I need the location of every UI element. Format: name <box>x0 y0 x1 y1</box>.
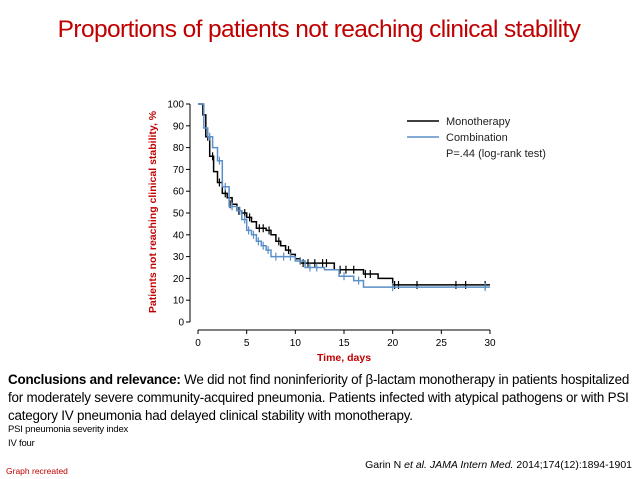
y-tick-label: 70 <box>173 165 185 176</box>
conclusion-text: We did not find noninferiority of β-lact… <box>8 372 630 423</box>
chart-series <box>198 103 490 292</box>
chart-axes: 0 5 10 15 20 25 30 0 10 20 30 40 50 60 70 80 90 100 <box>167 100 496 350</box>
kaplan-meier-chart: 0 5 10 15 20 25 30 0 10 20 30 40 50 60 70 80 90 100 Monot… <box>147 100 546 365</box>
x-tick-label: 15 <box>338 338 350 349</box>
y-tick-label: 10 <box>173 296 185 307</box>
citation-authors: Garin N <box>365 459 405 471</box>
slide-title: Proportions of patients not reaching cli… <box>57 16 581 43</box>
x-tick-label: 10 <box>290 338 302 349</box>
x-tick-label: 20 <box>387 338 399 349</box>
conclusion-paragraph: Conclusions and relevance: We did not fi… <box>8 371 636 425</box>
x-tick-label: 0 <box>195 338 201 349</box>
y-tick-label: 80 <box>173 143 185 154</box>
x-axis-label: Time, days <box>317 352 371 364</box>
y-tick-label: 30 <box>173 252 185 263</box>
y-tick-label: 20 <box>173 274 185 285</box>
legend-annotation-pvalue: P=.44 (log-rank test) <box>446 148 546 160</box>
citation-journal: et al. JAMA Intern Med. <box>404 459 514 471</box>
y-tick-label: 60 <box>173 187 185 198</box>
y-tick-label: 40 <box>173 230 185 241</box>
footnote-iv: IV four <box>8 438 35 449</box>
y-tick-label: 100 <box>167 100 184 111</box>
legend-label-monotherapy: Monotherapy <box>446 116 511 128</box>
chart-legend: Monotherapy Combination P=.44 (log-rank … <box>407 116 546 160</box>
y-tick-label: 90 <box>173 121 185 132</box>
footnote-psi: PSI pneumonia severity index <box>8 424 129 435</box>
legend-label-combination: Combination <box>446 132 508 144</box>
x-tick-label: 25 <box>436 338 448 349</box>
x-tick-label: 5 <box>244 338 250 349</box>
y-tick-label: 0 <box>178 318 184 329</box>
x-tick-label: 30 <box>484 338 496 349</box>
conclusion-label: Conclusions and relevance: <box>8 372 181 387</box>
citation-ref: 2014;174(12):1894-1901 <box>513 459 632 471</box>
graph-recreated-note: Graph recreated <box>6 466 68 476</box>
series-line-monotherapy <box>198 103 490 286</box>
y-axis-label: Patients not reaching clinical stability… <box>147 110 159 313</box>
y-tick-label: 50 <box>173 209 185 220</box>
citation: Garin N et al. JAMA Intern Med. 2014;174… <box>365 459 632 471</box>
